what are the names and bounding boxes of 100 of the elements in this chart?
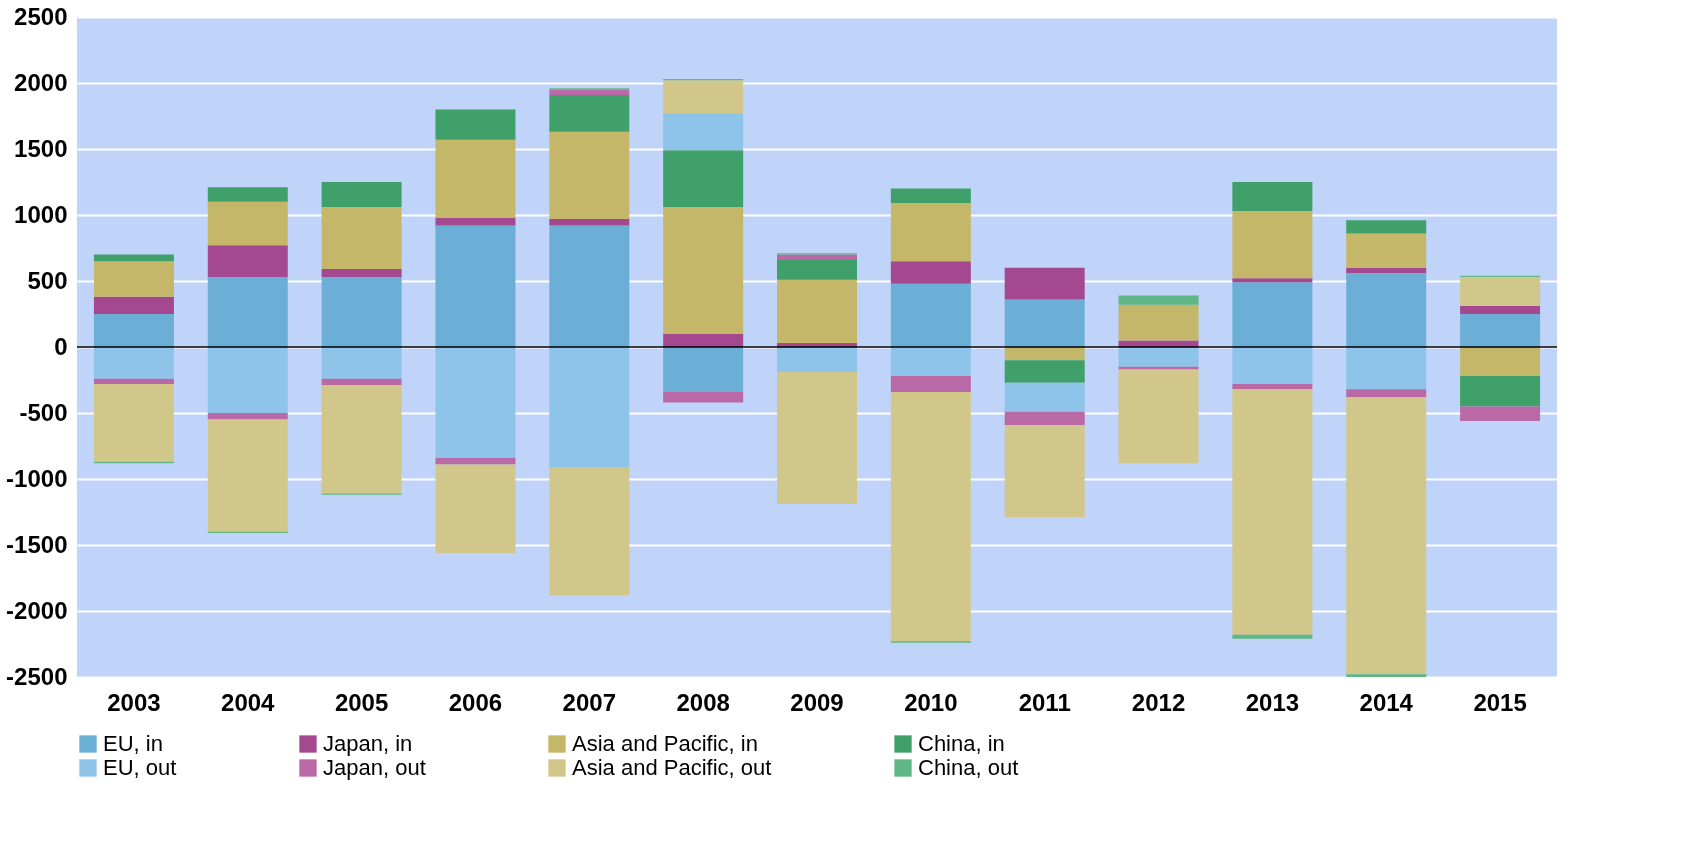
bar — [1118, 304, 1199, 341]
bar — [207, 201, 288, 246]
x-tick-label: 2010 — [904, 688, 958, 716]
bar — [435, 464, 516, 553]
x-tick-label: 2011 — [1018, 688, 1071, 716]
bar — [1232, 278, 1313, 283]
bar — [777, 372, 857, 505]
bar — [207, 187, 288, 202]
bar — [1118, 347, 1199, 367]
y-tick-label: 2500 — [14, 2, 68, 30]
y-tick-label: -2000 — [6, 596, 68, 624]
x-tick-label: 2007 — [562, 688, 616, 716]
y-tick-label: 500 — [27, 266, 68, 294]
bar — [1232, 282, 1313, 347]
bar — [1460, 347, 1541, 377]
bar — [93, 383, 174, 462]
bar — [1460, 277, 1541, 307]
bar — [207, 245, 288, 278]
bar — [1232, 347, 1313, 384]
bar — [93, 296, 174, 314]
bar — [663, 150, 744, 208]
bar — [1004, 267, 1085, 300]
x-tick-label: 2013 — [1245, 688, 1300, 716]
bar — [777, 279, 857, 344]
y-tick-label: -500 — [19, 398, 68, 426]
bar — [1346, 397, 1427, 675]
x-tick-label: 2014 — [1359, 688, 1414, 716]
y-tick-label: 2000 — [14, 68, 68, 96]
bar — [93, 347, 174, 379]
legend-label: Japan, in — [323, 731, 413, 756]
bar — [663, 333, 744, 347]
bar — [549, 347, 630, 468]
bar — [890, 261, 971, 284]
bar — [890, 391, 971, 642]
bar — [1004, 411, 1085, 425]
bar — [93, 261, 174, 297]
bar — [1004, 382, 1085, 412]
bar — [663, 347, 744, 392]
bar — [1004, 299, 1085, 347]
x-tick-label: 2009 — [790, 688, 844, 716]
bar — [435, 347, 516, 458]
bar — [663, 391, 744, 403]
y-tick-label: 1500 — [14, 134, 68, 162]
bar — [1346, 347, 1427, 390]
bar — [1232, 182, 1313, 212]
bar — [777, 347, 857, 373]
legend-label: China, out — [918, 755, 1019, 780]
bar — [321, 182, 402, 208]
bar — [1346, 220, 1427, 234]
legend-label: EU, out — [103, 755, 177, 780]
bar — [435, 217, 516, 226]
bar — [1346, 273, 1427, 347]
bar — [890, 347, 971, 377]
bar — [1232, 211, 1313, 279]
legend-label: Asia and Pacific, in — [572, 731, 758, 756]
legend-label: China, in — [918, 731, 1005, 756]
bar — [1232, 389, 1313, 635]
bar — [1004, 360, 1085, 383]
bar — [663, 80, 744, 114]
bar — [321, 347, 402, 379]
bar — [1118, 369, 1199, 464]
legend-label: EU, in — [103, 731, 163, 756]
bar — [1118, 295, 1199, 305]
bar — [435, 109, 516, 140]
bar — [207, 347, 288, 413]
bar — [1460, 306, 1541, 314]
y-tick-label: -2500 — [6, 662, 68, 690]
bar — [1004, 424, 1085, 518]
bar — [1004, 347, 1085, 361]
bar — [207, 277, 288, 347]
x-tick-label: 2006 — [448, 688, 503, 716]
bar — [663, 207, 744, 334]
bar — [890, 376, 971, 392]
y-tick-label: -1000 — [6, 464, 68, 492]
bar — [1346, 674, 1427, 677]
bar — [890, 188, 971, 204]
bar — [321, 269, 402, 278]
bar — [1346, 267, 1427, 274]
bar — [549, 467, 630, 596]
bar — [549, 225, 630, 347]
bar — [1460, 314, 1541, 347]
bar — [1232, 383, 1313, 390]
bar — [549, 218, 630, 226]
legend-label: Asia and Pacific, out — [572, 755, 772, 780]
x-tick-label: 2005 — [334, 688, 389, 716]
x-tick-label: 2004 — [221, 688, 276, 716]
bar — [1232, 634, 1313, 639]
bar — [207, 413, 288, 420]
bar — [321, 207, 402, 270]
bar — [207, 419, 288, 532]
bar — [93, 314, 174, 347]
bar — [549, 89, 630, 95]
bar — [777, 254, 857, 260]
bar — [549, 94, 630, 132]
bar — [890, 283, 971, 347]
bar — [1460, 376, 1541, 407]
y-tick-label: 1000 — [14, 200, 68, 228]
bar — [435, 139, 516, 218]
bar — [93, 254, 174, 262]
y-tick-label: -1500 — [6, 530, 68, 558]
